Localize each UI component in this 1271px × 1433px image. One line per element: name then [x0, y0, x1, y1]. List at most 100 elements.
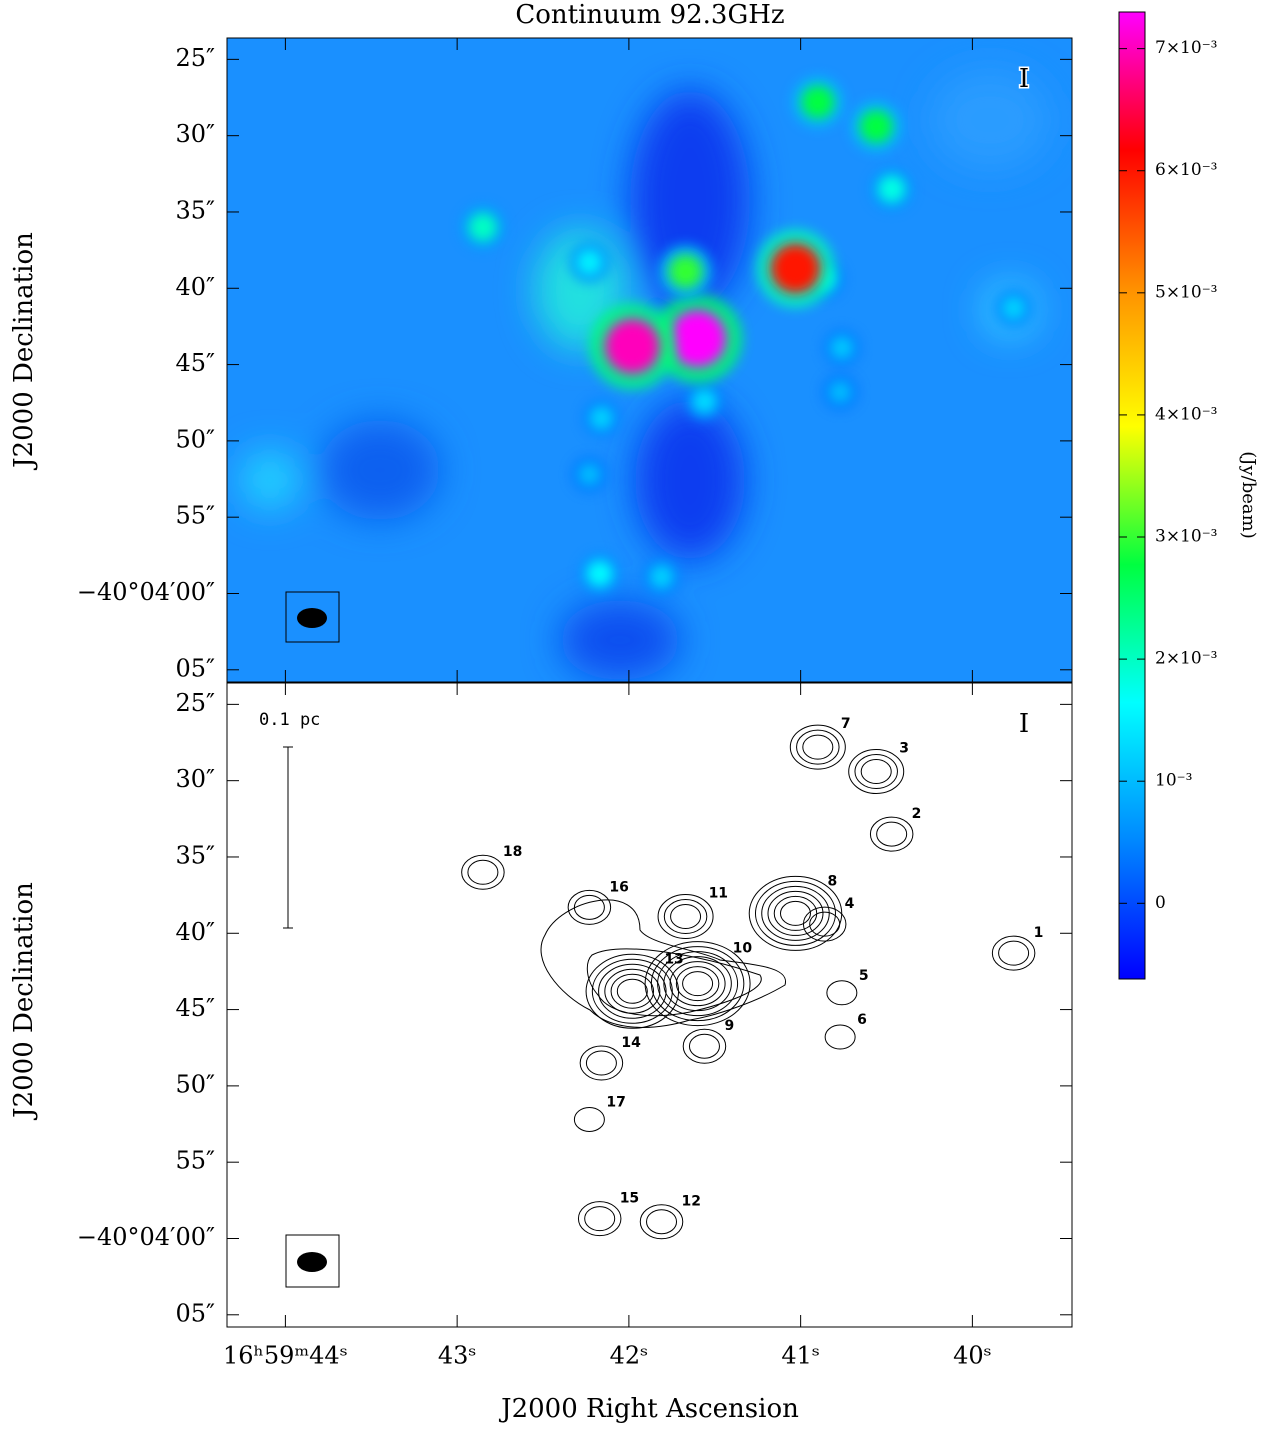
y-tick-label: 30″	[175, 120, 215, 148]
contour	[573, 1106, 605, 1132]
contour	[646, 1209, 678, 1235]
y-tick-label: 55″	[175, 1147, 215, 1175]
frame	[226, 37, 1073, 683]
frame	[226, 682, 1073, 1328]
contour	[789, 724, 846, 770]
beam	[297, 608, 327, 628]
source-peak	[577, 462, 601, 487]
y-tick-label: 35″	[175, 841, 215, 869]
source-peak	[1001, 295, 1026, 321]
source-label: 8	[827, 873, 837, 889]
source-label: 10	[733, 941, 753, 957]
contour	[848, 749, 905, 795]
contour	[639, 1204, 684, 1240]
source-label: 13	[664, 951, 683, 967]
source-peak	[668, 254, 703, 289]
source-label: 6	[857, 1012, 867, 1028]
contour	[682, 971, 714, 997]
source-peak	[649, 564, 674, 589]
source-label: 14	[621, 1035, 641, 1051]
y-tick-label: 50″	[175, 1070, 215, 1098]
source-peak	[605, 319, 660, 374]
source-label: 12	[682, 1194, 701, 1210]
x-tick-label: 42ˢ	[610, 1342, 649, 1370]
y-tick-label: −40°04′00″	[77, 578, 215, 606]
intensity-map: I	[227, 38, 1072, 682]
source-label: 17	[606, 1094, 625, 1110]
contour	[876, 821, 908, 847]
contour	[663, 898, 708, 934]
colorbar-tick-label: 2×10⁻³	[1155, 649, 1217, 669]
contour	[585, 953, 680, 1029]
contour	[579, 1045, 624, 1081]
source-label: 11	[709, 885, 728, 901]
source-label: 18	[503, 844, 522, 860]
contour	[461, 854, 505, 890]
contour	[748, 875, 843, 951]
beam	[297, 1252, 327, 1272]
contour	[826, 980, 858, 1006]
contour	[598, 963, 667, 1019]
source-peak	[669, 310, 726, 367]
colorbar-tick-label: 10⁻³	[1155, 771, 1192, 791]
contour	[773, 895, 818, 931]
source-label: 15	[620, 1191, 639, 1207]
contour-panel	[227, 683, 1072, 1327]
contour	[591, 958, 673, 1024]
y-tick-label: 05″	[175, 1299, 215, 1327]
source-peak	[828, 380, 852, 404]
x-tick-label: 16ʰ59ᵐ44ˢ	[223, 1342, 348, 1370]
y-tick-label: 40″	[175, 918, 215, 946]
source-label: 2	[912, 806, 922, 822]
colorbar-tick-label: 7×10⁻³	[1155, 38, 1217, 58]
contour	[767, 890, 824, 936]
contour	[824, 1024, 856, 1050]
source-peak	[801, 85, 835, 119]
scale-bar-label: 0.1 pc	[259, 710, 320, 730]
source-peak	[829, 335, 854, 360]
contour	[669, 961, 726, 1007]
contour	[577, 1201, 622, 1237]
source-label: 5	[859, 968, 869, 984]
contour	[796, 729, 840, 765]
contour	[610, 973, 655, 1009]
panel-label: I	[1019, 709, 1029, 739]
extended-contour	[540, 899, 786, 1028]
contour	[567, 889, 612, 925]
source-label: 7	[841, 716, 851, 732]
y-tick-label: 25″	[175, 44, 215, 72]
x-tick-label: 43ˢ	[438, 1342, 477, 1370]
source-peak	[770, 243, 821, 294]
chart-title: Continuum 92.3GHz	[515, 0, 784, 30]
contour	[657, 951, 739, 1017]
contour	[585, 1050, 617, 1076]
contour	[675, 966, 720, 1002]
contour	[854, 754, 898, 790]
y-axis-label: J2000 Declination	[9, 232, 39, 471]
source-label: 16	[609, 879, 628, 895]
source-label: 9	[724, 1018, 734, 1034]
source-label: 3	[899, 741, 909, 757]
source-peak	[859, 110, 893, 143]
colorbar-tick-label: 6×10⁻³	[1155, 160, 1217, 180]
source-label: 4	[845, 896, 855, 912]
contour	[616, 978, 648, 1004]
y-tick-label: 25″	[175, 689, 215, 717]
contour	[644, 941, 751, 1027]
colorbar-tick-label: 3×10⁻³	[1155, 527, 1217, 547]
y-tick-label: 45″	[175, 994, 215, 1022]
y-tick-label: 55″	[175, 502, 215, 530]
contour	[779, 900, 811, 926]
source-peak	[589, 405, 614, 431]
panel-label: I	[1019, 64, 1029, 94]
colorbar-tick-label: 5×10⁻³	[1155, 282, 1217, 302]
beam-box	[285, 1234, 340, 1288]
extended-contour	[586, 948, 762, 1017]
y-tick-label: 35″	[175, 196, 215, 224]
y-tick-label: −40°04′00″	[77, 1223, 215, 1251]
y-tick-label: 40″	[175, 273, 215, 301]
y-tick-label: 30″	[175, 765, 215, 793]
x-tick-label: 40ˢ	[953, 1342, 992, 1370]
beam-box	[285, 591, 340, 643]
